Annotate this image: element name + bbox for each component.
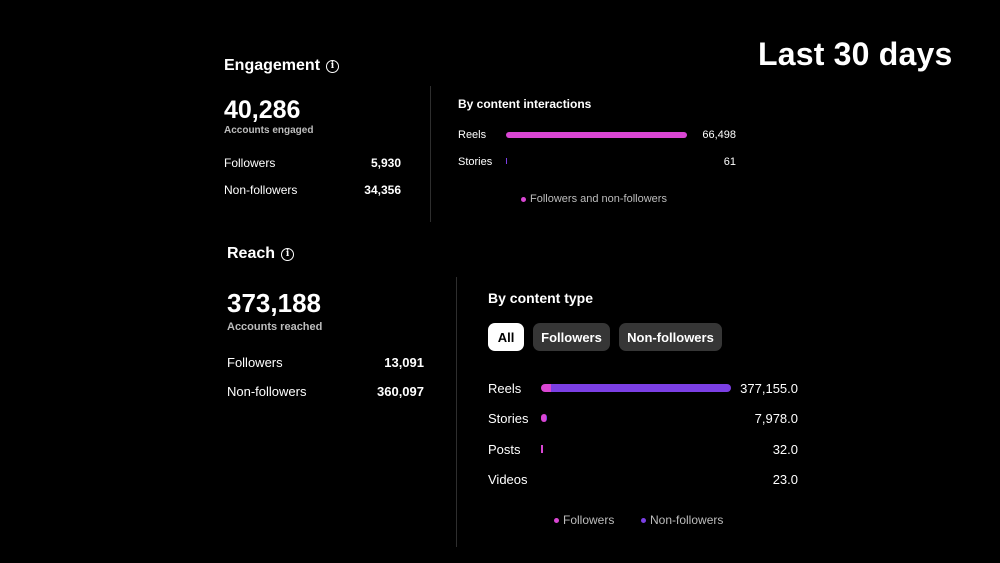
engagement-reels-value: 66,498 bbox=[702, 129, 736, 141]
reach-legend-followers: Followers bbox=[554, 513, 614, 527]
reach-legend-nonfollowers-label: Non-followers bbox=[650, 513, 724, 527]
engagement-legend: Followers and non-followers bbox=[521, 193, 667, 205]
reach-posts-bar bbox=[541, 445, 543, 453]
reach-stories-nonfollowers-segment bbox=[546, 414, 547, 422]
reach-stories-bar bbox=[541, 414, 731, 422]
reach-title-text: Reach bbox=[227, 245, 276, 262]
reach-followers-label: Followers bbox=[227, 355, 283, 370]
engagement-reels-bar bbox=[506, 132, 687, 138]
engagement-stories-label: Stories bbox=[458, 156, 493, 168]
reach-stories-value: 7,978.0 bbox=[754, 411, 798, 426]
engagement-title-text: Engagement bbox=[224, 57, 321, 74]
reach-reels-nonfollowers-segment bbox=[550, 384, 731, 392]
reach-videos-value: 23.0 bbox=[772, 472, 798, 487]
engagement-reels-bar-track bbox=[506, 132, 687, 138]
engagement-divider bbox=[430, 86, 431, 222]
engagement-title: Engagement i bbox=[224, 57, 340, 75]
reach-nonfollowers-value: 360,097 bbox=[377, 384, 424, 399]
engagement-followers-label: Followers bbox=[224, 156, 276, 170]
reach-reels-bar bbox=[541, 384, 731, 392]
filter-followers-button[interactable]: Followers bbox=[533, 323, 610, 351]
period-label: Last 30 days bbox=[758, 36, 953, 72]
reach-posts-value: 32.0 bbox=[772, 442, 798, 457]
reach-stories-bar-fill bbox=[541, 414, 547, 422]
reach-reels-bar-fill bbox=[541, 384, 731, 392]
reach-stories-followers-segment bbox=[541, 414, 547, 422]
engagement-stories-value: 61 bbox=[723, 156, 736, 168]
reach-followers-value: 13,091 bbox=[384, 355, 424, 370]
reach-total-label: Accounts reached bbox=[227, 321, 323, 333]
reach-reels-value: 377,155.0 bbox=[740, 381, 798, 396]
engagement-total-label: Accounts engaged bbox=[224, 125, 314, 136]
reach-legend-nonfollowers: Non-followers bbox=[641, 513, 723, 527]
engagement-reels-label: Reels bbox=[458, 129, 487, 141]
reach-breakdown-title: By content type bbox=[488, 290, 594, 306]
engagement-nonfollowers-value: 34,356 bbox=[364, 183, 401, 197]
reach-title: Reach i bbox=[227, 245, 295, 263]
legend-dot-icon bbox=[521, 196, 526, 202]
engagement-breakdown-title: By content interactions bbox=[458, 97, 592, 111]
filter-nonfollowers-button[interactable]: Non-followers bbox=[619, 323, 722, 351]
engagement-followers-value: 5,930 bbox=[370, 156, 401, 170]
reach-nonfollowers-label: Non-followers bbox=[227, 384, 307, 399]
legend-dot-icon bbox=[641, 517, 646, 523]
engagement-stories-bar bbox=[506, 158, 507, 164]
reach-posts-label: Posts bbox=[488, 442, 521, 457]
reach-total: 373,188 bbox=[227, 288, 321, 318]
reach-reels-label: Reels bbox=[488, 381, 522, 396]
reach-stories-label: Stories bbox=[488, 411, 529, 426]
engagement-legend-label: Followers and non-followers bbox=[530, 193, 667, 205]
info-icon[interactable]: i bbox=[281, 247, 295, 261]
engagement-nonfollowers-label: Non-followers bbox=[224, 183, 298, 197]
reach-reels-followers-segment bbox=[541, 384, 551, 392]
engagement-total: 40,286 bbox=[224, 96, 301, 124]
filter-all-button[interactable]: All bbox=[488, 323, 524, 351]
reach-divider bbox=[456, 277, 457, 547]
info-icon[interactable]: i bbox=[326, 59, 340, 73]
reach-legend-followers-label: Followers bbox=[563, 513, 615, 527]
legend-dot-icon bbox=[554, 517, 559, 523]
reach-videos-label: Videos bbox=[488, 472, 528, 487]
